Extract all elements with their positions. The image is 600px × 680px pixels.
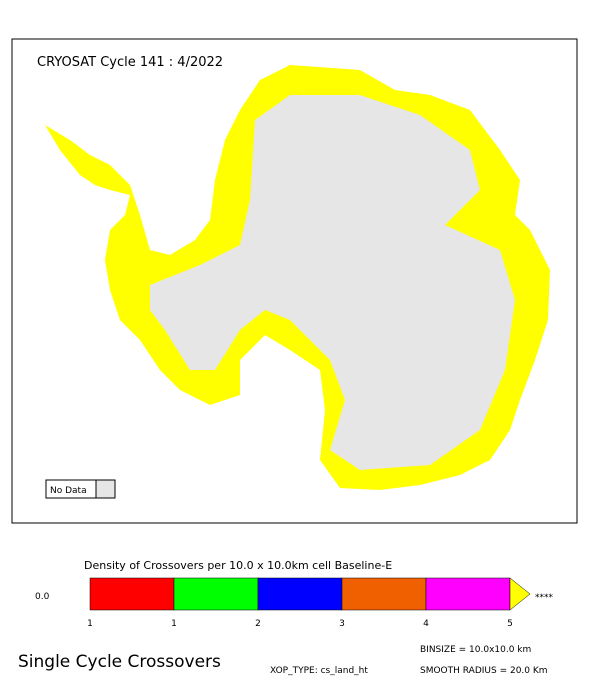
colorbar-overflow [509, 577, 531, 611]
colorbar-segment [341, 577, 427, 611]
ice-interior [150, 95, 515, 470]
legend-title: Density of Crossovers per 10.0 x 10.0km … [84, 559, 392, 572]
xop-type: XOP_TYPE: cs_land_ht [270, 666, 368, 676]
no-data-swatch [95, 479, 116, 499]
map-title: CRYOSAT Cycle 141 : 4/2022 [37, 55, 223, 70]
smooth-radius: SMOOTH RADIUS = 20.0 Km [420, 666, 548, 676]
colorbar-tick-label: 5 [507, 619, 513, 629]
colorbar-segment [257, 577, 343, 611]
colorbar-tick-label: 1 [171, 619, 177, 629]
footer-heading: Single Cycle Crossovers [18, 652, 221, 672]
colorbar-tick-label: 4 [423, 619, 429, 629]
binsize: BINSIZE = 10.0x10.0 km [420, 645, 531, 655]
no-data-label: No Data [50, 486, 87, 496]
legend-low-label: 0.0 [35, 592, 50, 602]
colorbar-tick-label: 2 [255, 619, 261, 629]
colorbar: 1 1 2 3 4 5 [87, 577, 531, 629]
colorbar-tick-label: 3 [339, 619, 345, 629]
colorbar-segment [89, 577, 175, 611]
colorbar-tick-label: 1 [87, 619, 93, 629]
legend-overflow-label: **** [535, 593, 554, 603]
colorbar-segment [173, 577, 259, 611]
colorbar-segment [425, 577, 511, 611]
